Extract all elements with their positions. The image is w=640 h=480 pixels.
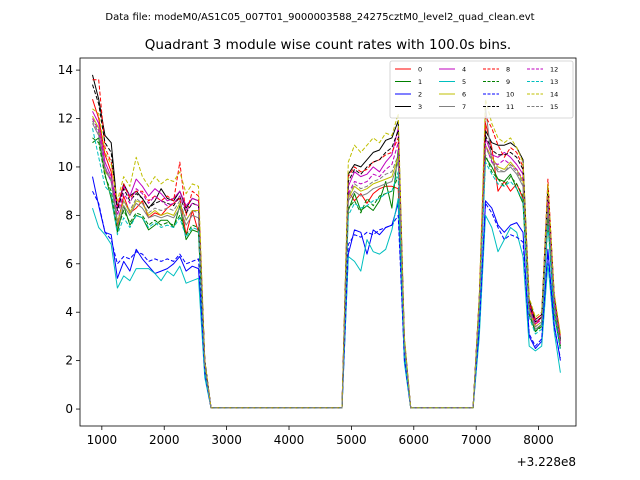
axes-frame — [79, 57, 577, 427]
legend-label-15: 15 — [550, 103, 558, 111]
legend-label-10: 10 — [506, 91, 514, 99]
y-tick-label: 14 — [58, 63, 73, 77]
x-tick-label: 1000 — [87, 433, 118, 447]
legend-label-12: 12 — [550, 66, 558, 74]
plot-area — [92, 74, 561, 409]
x-tick-label: 7000 — [461, 433, 492, 447]
y-tick-label: 0 — [65, 402, 73, 416]
y-tick-label: 6 — [65, 257, 73, 271]
legend-label-4: 4 — [462, 66, 466, 74]
legend-label-1: 1 — [418, 78, 422, 86]
series-line-14 — [92, 98, 561, 409]
y-tick-label: 4 — [65, 305, 73, 319]
x-tick-label: 4000 — [274, 433, 305, 447]
legend-label-8: 8 — [506, 66, 510, 74]
series-line-12 — [92, 118, 561, 409]
x-tick-label: 6000 — [399, 433, 430, 447]
legend-label-2: 2 — [418, 91, 422, 99]
legend-label-3: 3 — [418, 103, 422, 111]
chart-suptitle: Data file: modeM0/AS1C05_007T01_90000035… — [105, 12, 534, 23]
x-tick-label: 2000 — [149, 433, 180, 447]
y-tick-label: 8 — [65, 208, 73, 222]
y-tick-label: 12 — [58, 112, 73, 126]
x-tick-label: 3000 — [211, 433, 242, 447]
x-tick-label: 8000 — [523, 433, 554, 447]
y-tick-label: 10 — [58, 160, 73, 174]
legend-label-5: 5 — [462, 78, 466, 86]
legend-label-13: 13 — [550, 78, 558, 86]
series-line-15 — [92, 120, 561, 409]
axis-ticks: 1000 2000 3000 4000 5000 6000 7000 800002468101… — [58, 63, 554, 447]
legend-label-6: 6 — [462, 91, 466, 99]
legend-label-14: 14 — [550, 91, 558, 99]
y-tick-label: 2 — [65, 354, 73, 368]
chart-title: Quadrant 3 module wise count rates with … — [145, 37, 511, 53]
legend-box — [389, 60, 574, 119]
x-offset-label: +3.228e8 — [517, 455, 576, 469]
x-tick-label: 5000 — [336, 433, 367, 447]
legend-label-0: 0 — [418, 66, 422, 74]
legend-label-9: 9 — [506, 78, 510, 86]
legend-label-11: 11 — [506, 103, 514, 111]
legend-label-7: 7 — [462, 103, 466, 111]
